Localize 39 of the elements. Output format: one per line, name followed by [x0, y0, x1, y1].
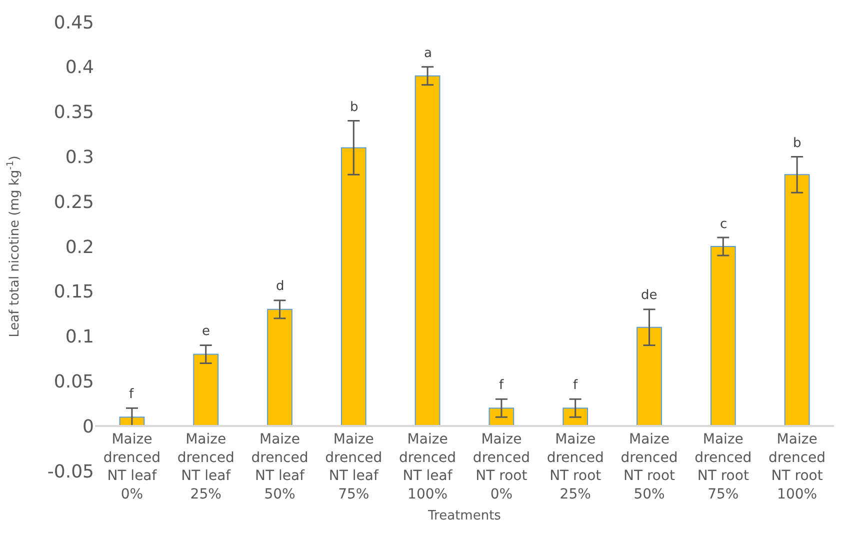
x-tick-label: Maize drenced NT root 50% [620, 432, 678, 502]
x-tick-label: Maize drenced NT leaf 0% [103, 432, 160, 502]
bar [414, 75, 440, 427]
data-label: d [276, 279, 284, 294]
bar [193, 354, 219, 427]
data-label: f [499, 378, 504, 393]
data-label: a [424, 46, 432, 61]
x-tick-label: Maize drenced NT root 100% [768, 432, 826, 502]
y-tick-label: 0.45 [54, 12, 94, 34]
data-label: b [793, 136, 802, 151]
y-tick-label: -0.05 [47, 461, 94, 482]
y-tick-label: 0.4 [65, 57, 94, 78]
y-tick-label: 0 [82, 416, 94, 438]
bar [636, 326, 662, 427]
y-tick-label: 0.35 [54, 102, 94, 124]
data-label: b [350, 100, 358, 115]
y-tick-label: 0.25 [54, 192, 94, 213]
x-axis-title: Treatments [427, 508, 502, 524]
y-tick-label: 0.2 [65, 236, 94, 258]
x-tick-label: Maize drenced NT root 75% [694, 432, 752, 502]
x-tick-label: Maize drenced NT leaf 25% [177, 432, 234, 502]
bar [340, 147, 366, 427]
x-tick-label: Maize drenced NT root 0% [472, 432, 530, 502]
y-tick-label: 0.05 [54, 372, 94, 392]
y-tick-label: 0.15 [54, 282, 94, 303]
data-label: c [720, 217, 728, 232]
data-label: e [202, 324, 210, 339]
bar [784, 174, 810, 427]
bar [710, 246, 736, 427]
x-tick-label: Maize drenced NT leaf 50% [251, 432, 308, 502]
data-label: f [129, 387, 134, 402]
data-label: f [573, 378, 578, 393]
x-tick-label: Maize drenced NT root 25% [546, 432, 604, 502]
y-tick-label: 0.1 [65, 326, 94, 348]
y-tick-label: 0.3 [65, 147, 94, 168]
x-tick-label: Maize drenced NT leaf 100% [399, 432, 456, 502]
data-label: de [641, 288, 658, 303]
bar [267, 308, 292, 427]
x-tick-label: Maize drenced NT leaf 75% [325, 432, 382, 502]
